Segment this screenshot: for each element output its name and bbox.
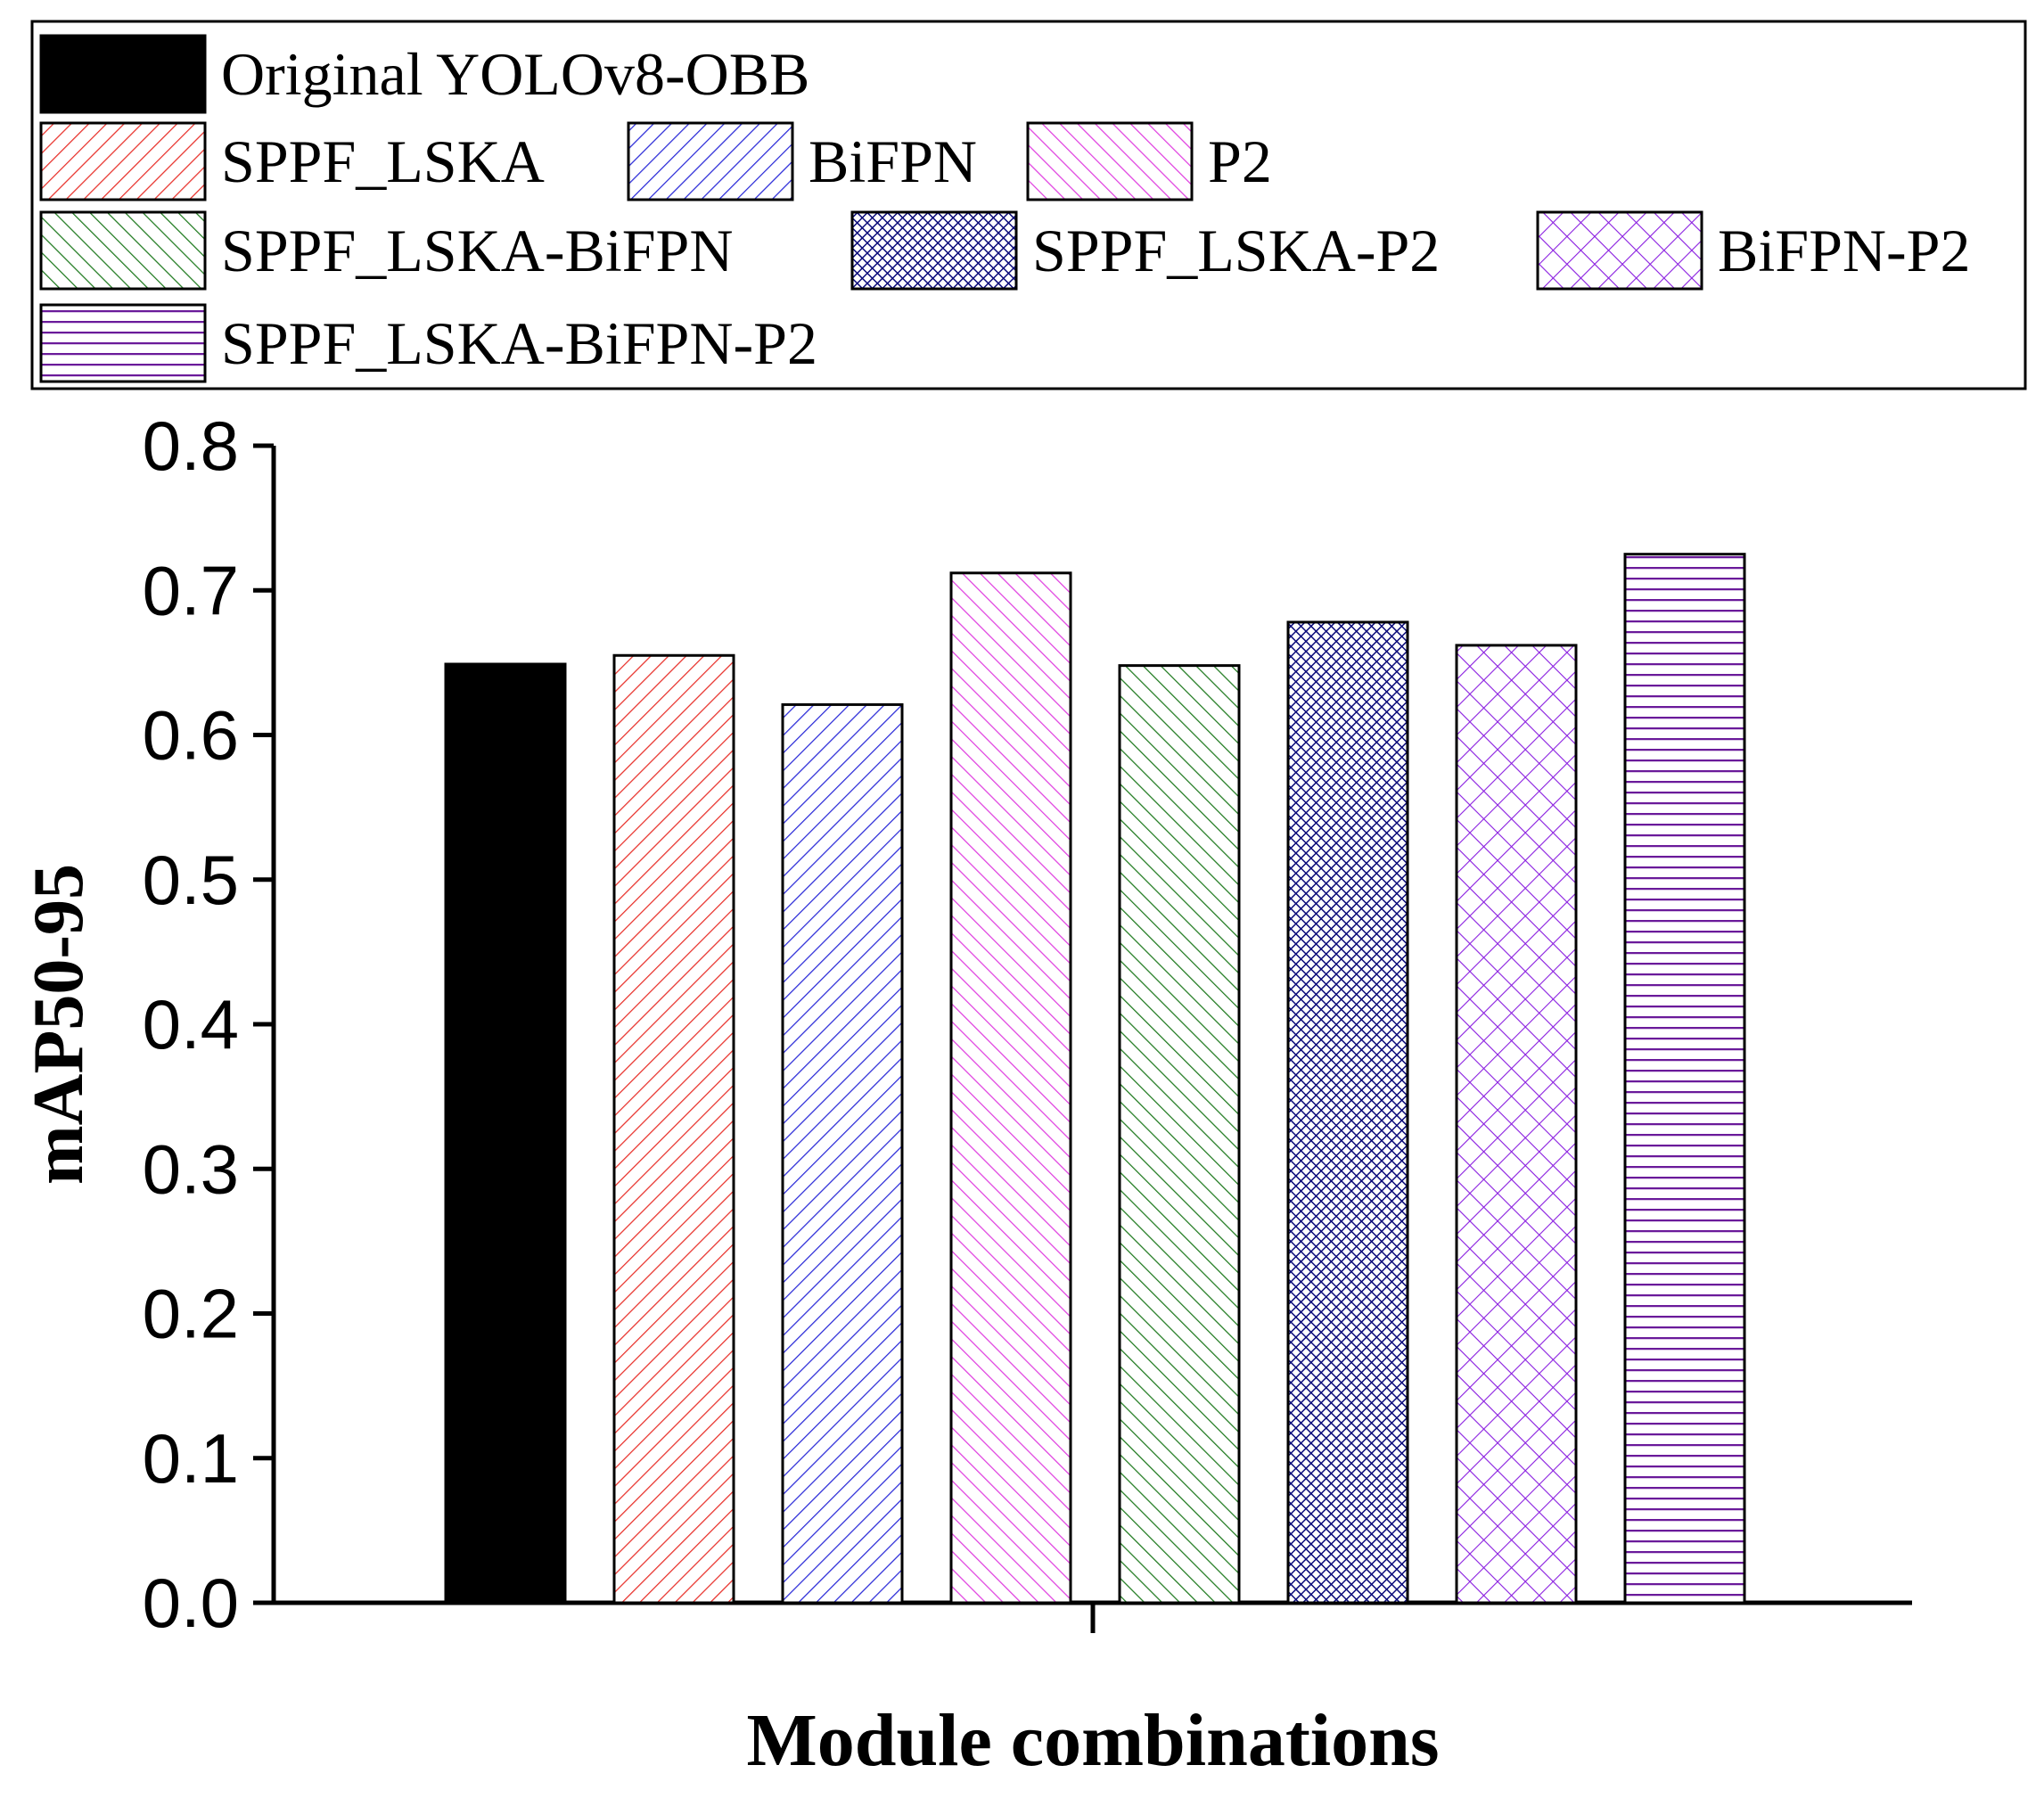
y-tick-label: 0.8 — [143, 406, 239, 485]
y-axis-label: mAP50-95 — [20, 864, 98, 1185]
legend-label-sppf-lska-bifpn: SPPF_LSKA-BiFPN — [221, 217, 733, 284]
legend-swatch-sppf-lska-bifpn-p2 — [39, 303, 207, 383]
y-tick-label: 0.6 — [143, 696, 239, 775]
legend-label-sppf-lska-p2: SPPF_LSKA-P2 — [1032, 217, 1440, 284]
bar-sppf-lska-bifpn — [1118, 664, 1241, 1605]
x-axis-label: Module combinations — [746, 1699, 1439, 1782]
legend-swatch-original-yolov8-obb — [39, 34, 207, 114]
bar-original-yolov8-obb — [444, 662, 567, 1605]
legend-label-sppf-lska: SPPF_LSKA — [221, 127, 545, 195]
bars — [444, 553, 1746, 1605]
y-ticks: 0.0 0.1 0.2 0.3 0.4 0.5 0.6 0.7 0.8 — [143, 406, 274, 1642]
legend-swatch-bifpn — [627, 121, 794, 201]
legend-label-bifpn: BiFPN — [809, 127, 977, 195]
bar-sppf-lska-bifpn-p2 — [1623, 553, 1746, 1605]
legend-label-original-yolov8-obb: Original YOLOv8-OBB — [221, 40, 809, 108]
legend-frame — [30, 20, 2027, 390]
y-tick-label: 0.3 — [143, 1129, 239, 1208]
y-tick-label: 0.5 — [143, 841, 239, 919]
y-tick-label: 0.2 — [143, 1275, 239, 1353]
legend-label-sppf-lska-bifpn-p2: SPPF_LSKA-BiFPN-P2 — [221, 309, 817, 377]
bar-bifpn-p2 — [1455, 644, 1578, 1605]
bar-sppf-lska-p2 — [1286, 620, 1409, 1605]
legend-swatch-sppf-lska — [39, 121, 207, 201]
bar-sppf-lska — [612, 653, 735, 1605]
legend-swatch-bifpn-p2 — [1536, 210, 1703, 291]
legend-swatch-sppf-lska-bifpn — [39, 210, 207, 291]
y-tick-label: 0.1 — [143, 1419, 239, 1498]
y-tick-label: 0.4 — [143, 985, 239, 1063]
legend-label-p2: P2 — [1208, 127, 1272, 195]
legend-swatch-p2 — [1026, 121, 1194, 201]
legend: Original YOLOv8-OBB SPPF_LSKA BiFPN P2 SPPF_… — [30, 20, 2027, 390]
bar-bifpn — [781, 702, 904, 1605]
legend-swatch-sppf-lska-p2 — [850, 210, 1018, 291]
y-tick-label: 0.0 — [143, 1564, 239, 1642]
y-tick-label: 0.7 — [143, 551, 239, 629]
bar-p2 — [949, 571, 1072, 1605]
legend-label-bifpn-p2: BiFPN-P2 — [1718, 217, 1970, 284]
